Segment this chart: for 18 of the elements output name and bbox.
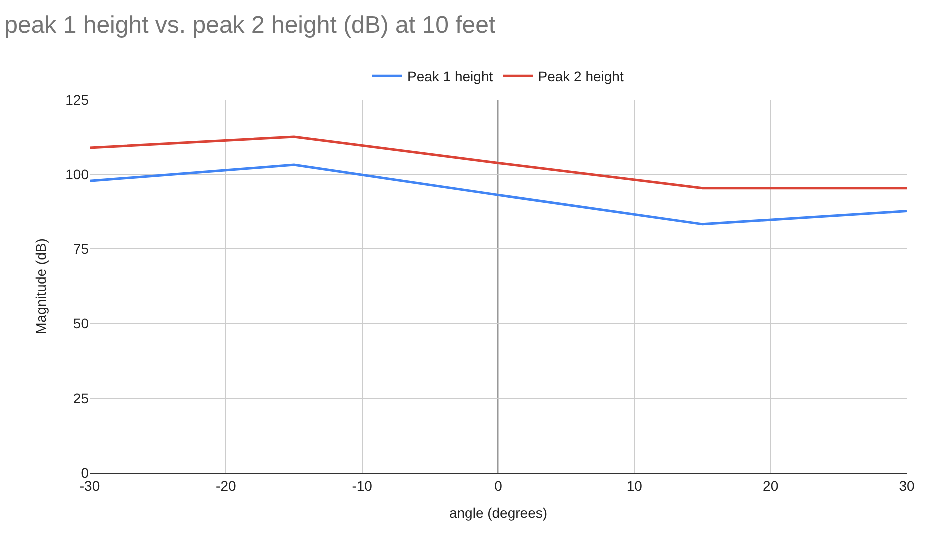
- legend-label: Peak 2 height: [538, 68, 624, 85]
- x-tick-label: -20: [216, 478, 236, 494]
- x-tick-label: 30: [899, 478, 915, 494]
- x-tick-label: -10: [352, 478, 373, 494]
- y-tick-label: 125: [66, 92, 90, 108]
- x-tick-label: 0: [494, 478, 503, 494]
- line-series: [90, 164, 907, 226]
- y-tick-label: 100: [66, 166, 90, 182]
- y-tick-label: 50: [73, 316, 90, 332]
- chart-title: peak 1 height vs. peak 2 height (dB) at 10 feet: [4, 12, 496, 40]
- y-axis-title: Magnitude (dB): [33, 238, 50, 334]
- legend-label: Peak 1 height: [408, 68, 494, 85]
- x-tick-label: 20: [763, 478, 779, 494]
- line-series: [90, 136, 907, 190]
- y-tick-label: 75: [73, 241, 90, 258]
- x-tick-label: 10: [626, 478, 643, 494]
- x-axis-title: angle (degrees): [449, 505, 548, 522]
- y-tick-label: 25: [73, 390, 90, 406]
